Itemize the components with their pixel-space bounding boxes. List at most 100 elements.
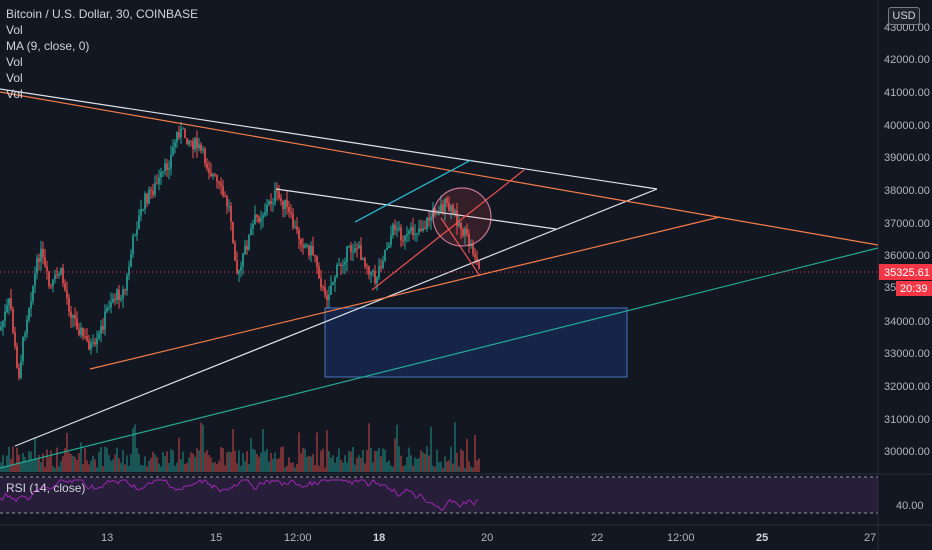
volume-bar <box>330 457 332 472</box>
time-label: 12:00 <box>667 532 695 544</box>
volume-bar <box>200 422 202 472</box>
candle-body <box>244 245 246 254</box>
currency-button[interactable]: USD <box>888 7 920 25</box>
white-resistance-line[interactable] <box>0 88 658 190</box>
rsi-legend[interactable]: RSI (14, close) <box>6 481 86 495</box>
candle-body <box>114 298 116 301</box>
volume-bar <box>420 450 422 472</box>
volume-bar <box>138 454 140 472</box>
candle-body <box>318 266 320 279</box>
volume-bars <box>0 422 480 472</box>
candle-body <box>26 319 28 334</box>
time-label: 18 <box>373 532 385 544</box>
candle-body <box>74 315 76 319</box>
candle-body <box>38 258 40 262</box>
white-inner-resistance[interactable] <box>275 188 557 230</box>
candle-body <box>184 128 186 138</box>
teal-support-line[interactable] <box>0 247 879 469</box>
volume-bar <box>362 449 364 472</box>
indicator-vol[interactable]: Vol <box>6 71 23 85</box>
current-price-badge <box>879 264 932 280</box>
volume-bar <box>280 447 282 472</box>
current-price-label: 35325.61 <box>884 267 930 279</box>
red-channel-line[interactable] <box>371 169 525 291</box>
candle-body <box>462 229 464 236</box>
candle-body <box>178 132 180 138</box>
candle-body <box>348 245 350 247</box>
indicator-ma[interactable]: MA (9, close, 0) <box>6 39 90 53</box>
candle-body <box>172 147 174 155</box>
volume-bar <box>70 454 72 472</box>
volume-bar <box>194 456 196 472</box>
candle-body <box>374 271 376 283</box>
indicator-vol[interactable]: Vol <box>6 55 23 69</box>
orange-resistance-line[interactable] <box>0 91 879 246</box>
candle-body <box>194 138 196 150</box>
volume-bar <box>236 463 238 472</box>
drawings[interactable] <box>0 88 879 469</box>
volume-bar <box>282 446 284 472</box>
demand-zone-rectangle[interactable] <box>324 307 628 378</box>
candle-body <box>420 228 422 231</box>
volume-bar <box>92 455 94 472</box>
symbol-title[interactable]: Bitcoin / U.S. Dollar, 30, COINBASE <box>6 7 199 21</box>
volume-bar <box>196 448 198 472</box>
volume-bar <box>162 452 164 472</box>
candle-body <box>416 233 418 235</box>
candle-body <box>104 311 106 330</box>
volume-bar <box>378 448 380 472</box>
candle-body <box>214 174 216 176</box>
volume-bar <box>74 456 76 472</box>
volume-bar <box>470 466 472 472</box>
volume-bar <box>28 451 30 472</box>
volume-bar <box>328 451 330 472</box>
indicator-vol[interactable]: Vol <box>6 23 23 37</box>
cyan-channel-line[interactable] <box>354 159 472 223</box>
volume-bar <box>244 461 246 472</box>
volume-bar <box>184 463 186 472</box>
candle-body <box>0 326 2 330</box>
volume-bar <box>410 455 412 472</box>
candle-body <box>76 318 78 330</box>
volume-bar <box>258 456 260 472</box>
volume-bar <box>380 456 382 472</box>
candle-body <box>376 277 378 283</box>
candle-body <box>384 249 386 261</box>
price-axis[interactable]: 43000.00 42000.00 41000.00 40000.00 3900… <box>879 22 932 512</box>
rsi-line <box>0 479 479 512</box>
candle-body <box>412 227 414 235</box>
candle-body <box>442 204 444 212</box>
volume-bar <box>416 458 418 472</box>
volume-bar <box>468 461 470 472</box>
candle-body <box>334 276 336 283</box>
candle-body <box>444 198 446 212</box>
candle-body <box>68 297 70 312</box>
highlight-circle[interactable] <box>432 187 492 247</box>
volume-bar <box>406 457 408 472</box>
price-tick: 37000.00 <box>884 218 930 230</box>
candle-body <box>328 294 330 301</box>
volume-bar <box>36 458 38 472</box>
volume-bar <box>192 453 194 472</box>
volume-bar <box>144 456 146 472</box>
volume-bar <box>340 459 342 472</box>
volume-bar <box>388 460 390 472</box>
red-breakdown-line[interactable] <box>440 217 481 277</box>
volume-bar <box>2 455 4 472</box>
candle-body <box>448 202 450 211</box>
volume-bar <box>16 447 18 472</box>
volume-bar <box>204 452 206 472</box>
time-label: 22 <box>591 532 603 544</box>
white-support-line[interactable] <box>14 188 658 447</box>
candle-body <box>56 274 58 276</box>
volume-bar <box>302 447 304 472</box>
candle-body <box>78 329 80 335</box>
countdown-badge <box>896 281 932 296</box>
indicator-vol[interactable]: Vol <box>6 87 23 101</box>
volume-bar <box>170 448 172 472</box>
volume-bar <box>462 450 464 472</box>
time-axis[interactable]: 13 15 12:00 18 20 22 12:00 25 27 <box>101 532 876 544</box>
orange-support-line[interactable] <box>89 216 721 370</box>
candle-body <box>20 361 22 378</box>
